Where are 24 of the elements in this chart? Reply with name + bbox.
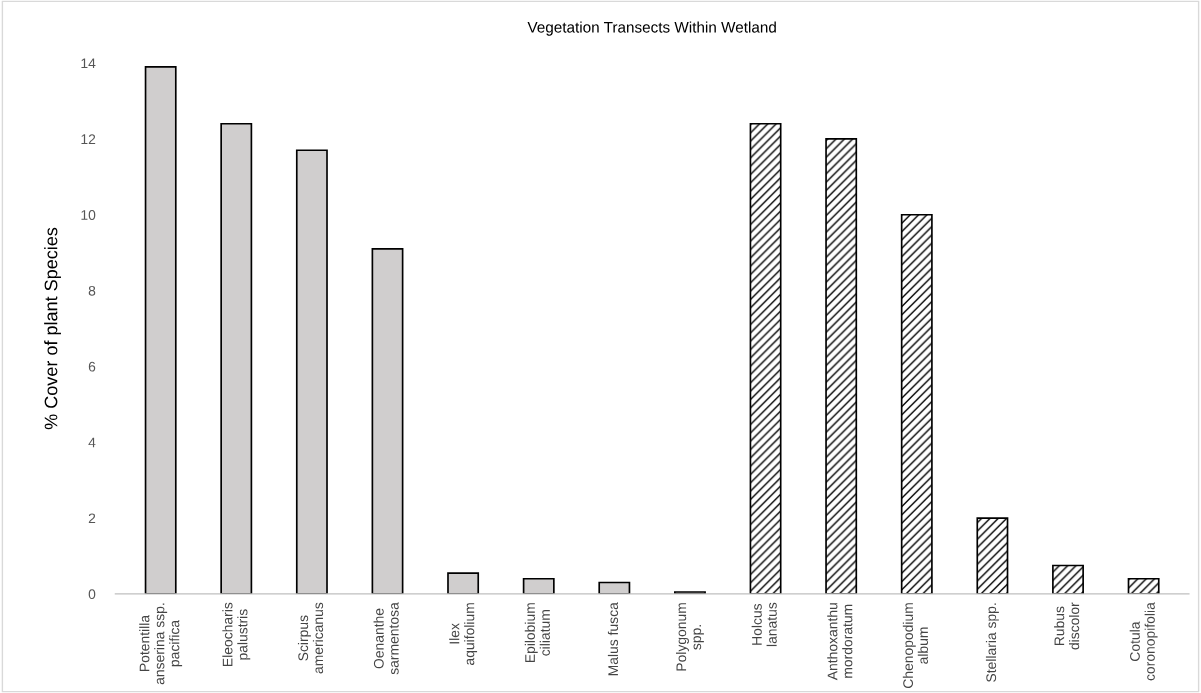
- x-tick-label: Rubus discolor: [1054, 602, 1080, 650]
- x-tick-label: Potentilla anserina ssp. pacifica: [139, 603, 183, 685]
- y-tick-label: 4: [88, 437, 96, 448]
- x-tick-label: Eleocharis palustris: [222, 602, 251, 666]
- y-tick-label: 10: [81, 210, 96, 220]
- y-tick-label: 14: [81, 58, 96, 69]
- y-tick-label: 6: [88, 361, 96, 372]
- x-tick-label: Holcus lanatus: [751, 602, 777, 647]
- x-tick-label: Stellaria spp.: [985, 603, 999, 682]
- y-tick-label: 12: [81, 134, 96, 144]
- y-tick-label: 0: [88, 589, 96, 600]
- chart-title: Vegetation Transects Within Wetland: [527, 21, 776, 36]
- x-tick-label: Epilobium ciliatum: [524, 603, 550, 663]
- x-tick-label: Cotula coronopifolia: [1129, 602, 1158, 681]
- x-tick-label: Oenanthe sarmentosa: [373, 602, 399, 675]
- x-tick-label: Anthoxanthu mordoratum: [827, 603, 853, 681]
- y-tick-label: 2: [88, 513, 96, 524]
- x-tick-label: Malus fusca: [607, 602, 619, 676]
- y-axis-title: % Cover of plant Species: [44, 227, 61, 430]
- x-tick-label: Scirpus americanus: [297, 602, 324, 674]
- x-tick-label: Polygonum spp.: [676, 603, 704, 671]
- y-tick-label: 8: [88, 285, 96, 296]
- x-tick-label: Chenopodium album: [902, 603, 928, 688]
- x-tick-label: Ilex aquifolium: [449, 603, 478, 665]
